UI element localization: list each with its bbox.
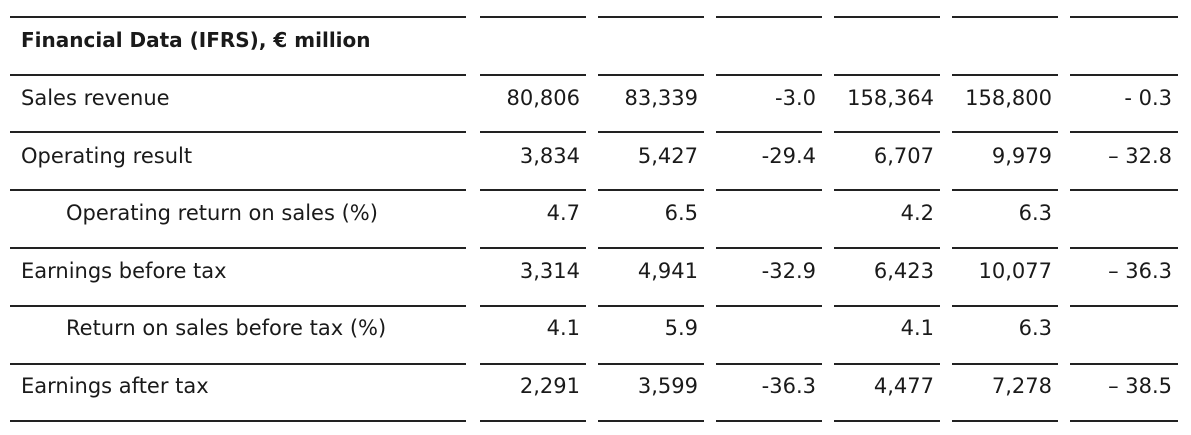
value-cell: 4.7 [546,200,580,225]
value-cell: 83,339 [624,85,698,110]
value-cell: 4.1 [546,315,580,340]
table-rule [598,420,704,422]
table-rule [1070,189,1178,191]
value-cell: 5,427 [637,143,698,168]
table-rule [1070,74,1178,76]
table-rule [598,305,704,307]
table-rule [1070,247,1178,249]
table-rule [716,189,822,191]
value-cell: – 36.3 [1108,258,1172,283]
value-cell: 4,477 [873,373,934,398]
table-rule [10,74,466,76]
table-rule [10,131,466,133]
table-rule [952,363,1058,365]
value-cell: 80,806 [506,85,580,110]
value-cell: 3,599 [637,373,698,398]
table-rule [834,247,940,249]
table-rule [10,16,466,18]
table-rule [716,131,822,133]
table-rule [1070,363,1178,365]
value-cell: 6,423 [873,258,934,283]
table-rule [952,189,1058,191]
table-rule [834,16,940,18]
value-cell: 10,077 [978,258,1052,283]
table-rule [716,420,822,422]
value-cell: 6.5 [664,200,698,225]
table-rule [480,363,586,365]
table-rule [598,16,704,18]
value-cell: 3,314 [519,258,580,283]
value-cell: 4.2 [900,200,934,225]
row-label: Earnings after tax [21,373,209,398]
table-rule [1070,131,1178,133]
value-cell: 2,291 [519,373,580,398]
value-cell: 4,941 [637,258,698,283]
table-rule [716,74,822,76]
table-rule [480,189,586,191]
value-cell: 4.1 [900,315,934,340]
table-rule [10,305,466,307]
table-rule [952,74,1058,76]
table-rule [834,305,940,307]
value-cell: 158,364 [847,85,934,110]
value-cell: – 32.8 [1108,143,1172,168]
table-rule [10,420,466,422]
table-rule [10,247,466,249]
table-rule [834,74,940,76]
table-rule [1070,16,1178,18]
table-rule [480,247,586,249]
table-rule [834,420,940,422]
table-rule [952,305,1058,307]
table-rule [480,305,586,307]
table-title: Financial Data (IFRS), € million [21,27,371,52]
table-rule [598,189,704,191]
row-label: Operating return on sales (%) [66,200,378,225]
table-rule [952,420,1058,422]
value-cell: -32.9 [761,258,816,283]
row-label: Sales revenue [21,85,170,110]
table-rule [598,247,704,249]
value-cell: 158,800 [965,85,1052,110]
table-rule [598,74,704,76]
value-cell: 3,834 [519,143,580,168]
table-rule [716,305,822,307]
value-cell: 6.3 [1018,200,1052,225]
table-rule [10,363,466,365]
table-rule [952,16,1058,18]
table-rule [952,247,1058,249]
value-cell: – 38.5 [1108,373,1172,398]
table-rule [952,131,1058,133]
table-rule [834,363,940,365]
value-cell: 6,707 [873,143,934,168]
value-cell: -36.3 [761,373,816,398]
table-rule [480,16,586,18]
table-rule [1070,420,1178,422]
value-cell: -3.0 [775,85,816,110]
table-rule [598,363,704,365]
table-rule [834,131,940,133]
table-rule [480,74,586,76]
table-rule [480,420,586,422]
table-rule [834,189,940,191]
table-rule [598,131,704,133]
table-rule [10,189,466,191]
value-cell: 6.3 [1018,315,1052,340]
table-rule [716,363,822,365]
table-rule [716,16,822,18]
value-cell: -29.4 [761,143,816,168]
table-rule [716,247,822,249]
value-cell: 7,278 [991,373,1052,398]
row-label: Return on sales before tax (%) [66,315,387,340]
row-label: Operating result [21,143,193,168]
value-cell: - 0.3 [1124,85,1172,110]
table-rule [480,131,586,133]
value-cell: 9,979 [991,143,1052,168]
row-label: Earnings before tax [21,258,227,283]
value-cell: 5.9 [664,315,698,340]
table-rule [1070,305,1178,307]
